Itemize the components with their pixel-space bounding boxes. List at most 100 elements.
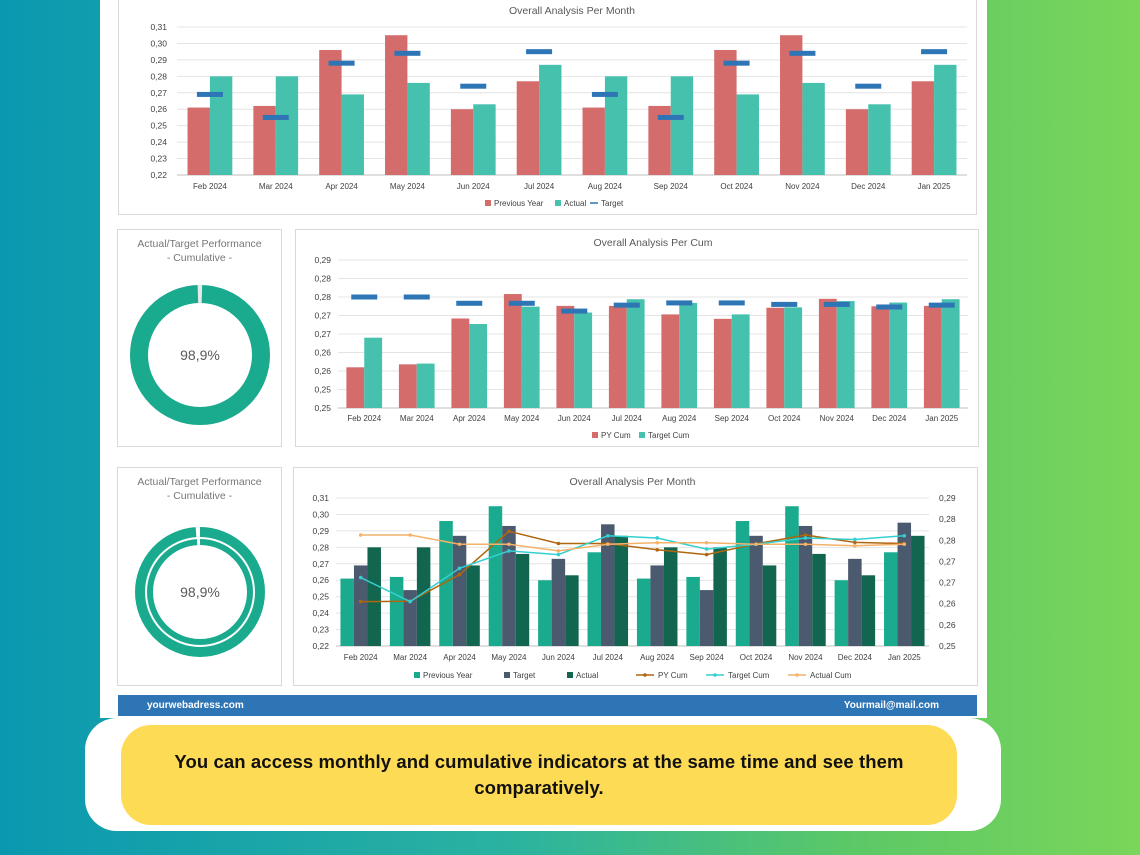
x-tick-label: Aug 2024 [662, 414, 697, 423]
x-tick-label: Apr 2024 [443, 653, 476, 662]
x-tick-label: Mar 2024 [259, 182, 293, 191]
bar-previous-year [884, 552, 898, 646]
py-cum-point [655, 548, 660, 552]
target-marker [351, 294, 378, 300]
y2-tick-label: 0,26 [939, 620, 956, 630]
bar-previous-year [488, 506, 503, 646]
gauge-title-2: Actual/Target Performance - Cumulative - [118, 475, 281, 503]
legend-label-actual-cum: Actual Cum [810, 671, 852, 680]
donut-outer-ring [135, 527, 265, 657]
actual-cum-point [803, 542, 808, 547]
target-marker [591, 91, 618, 97]
combined-analysis-chart: Overall Analysis Per Month 0,22 0,23 0,24 0,… [312, 476, 956, 680]
footer-bar: yourwebadress.com Yourmail@mail.com [118, 695, 977, 716]
legend-swatch-py-cum [592, 432, 598, 438]
bar-target-cum [679, 302, 698, 408]
y-tick-label: 0,30 [150, 38, 167, 48]
x-tick-label: Nov 2024 [820, 414, 855, 423]
y-tick-label: 0,23 [150, 154, 167, 164]
x-tick-label: Jul 2024 [612, 414, 643, 423]
gauge-value: 98,9% [180, 584, 220, 600]
bar-actual [762, 565, 777, 646]
chart-title: Overall Analysis Per Month [569, 476, 695, 488]
bar-target [749, 535, 763, 646]
y2-tick-label: 0,27 [939, 556, 956, 566]
bar-target-cum [364, 337, 383, 408]
y-tick-label: 0,26 [312, 575, 329, 585]
bar-previous-year [516, 81, 540, 175]
y-tick-label: 0,22 [312, 641, 329, 651]
bar-actual [663, 547, 678, 646]
bar-target [551, 558, 566, 646]
x-tick-label: Aug 2024 [640, 653, 675, 662]
bar-actual [934, 64, 957, 175]
bar-previous-year [389, 576, 404, 646]
y-tick-label: 0,27 [314, 329, 331, 339]
bar-actual [539, 64, 562, 175]
y-tick-label: 0,25 [314, 385, 331, 395]
x-tick-label: Dec 2024 [851, 182, 886, 191]
x-tick-label: Jan 2025 [925, 414, 958, 423]
x-tick-label: Jun 2024 [457, 182, 490, 191]
target-marker [526, 49, 553, 55]
bar-previous-year [385, 35, 408, 175]
target-cum-line [360, 534, 905, 603]
bar-target-cum [469, 324, 488, 408]
legend-label-actual: Actual [564, 199, 586, 208]
legend-marker-py-cum [643, 673, 647, 677]
bar-target-cum [626, 299, 645, 408]
y2-tick-label: 0,28 [939, 514, 956, 524]
bar-py-cum [661, 314, 680, 408]
target-marker [855, 83, 882, 89]
bar-previous-year [587, 552, 602, 646]
footer-website-link[interactable]: yourwebadress.com [147, 700, 244, 711]
legend-label-actual: Actual [576, 671, 598, 680]
legend-label-previous-year: Previous Year [494, 199, 544, 208]
monthly-chart-panel: Overall Analysis Per Month 0,22 0,23 0,24 0,… [118, 0, 977, 215]
cumulative-analysis-chart: Overall Analysis Per Cum 0,25 0,25 0,26 0,26… [314, 237, 968, 440]
x-tick-label: Apr 2024 [453, 414, 486, 423]
bar-actual [604, 76, 628, 175]
bar-py-cum [713, 318, 732, 408]
bar-previous-year [911, 81, 935, 175]
legend-label-target-cum: Target Cum [648, 431, 690, 440]
x-tick-label: Jan 2025 [888, 653, 921, 662]
y2-tick-label: 0,29 [939, 493, 956, 503]
bar-py-cum [608, 305, 627, 408]
bar-previous-year [187, 107, 210, 175]
x-tick-label: Apr 2024 [325, 182, 358, 191]
bar-target [502, 525, 516, 646]
y2-tick-label: 0,27 [939, 578, 956, 588]
bar-actual [713, 547, 727, 646]
bar-previous-year [735, 521, 750, 646]
legend-label-py-cum: PY Cum [658, 671, 688, 680]
y-tick-label: 0,24 [312, 608, 329, 618]
bar-target-cum [889, 302, 908, 408]
callout-text: You can access monthly and cumulative in… [174, 751, 904, 798]
footer-email-link[interactable]: Yourmail@mail.com [843, 700, 939, 711]
actual-cum-point [704, 540, 709, 545]
actual-cum-point [358, 533, 363, 537]
py-cum-point [704, 552, 709, 557]
bar-previous-year [636, 578, 651, 646]
x-tick-label: May 2024 [504, 414, 540, 423]
callout-box: You can access monthly and cumulative in… [121, 725, 957, 825]
legend-swatch-target [504, 672, 510, 678]
x-tick-label: Nov 2024 [788, 653, 823, 662]
bar-target [848, 558, 862, 646]
target-cum-point [605, 533, 610, 538]
y-tick-label: 0,31 [312, 493, 329, 503]
y2-tick-label: 0,25 [939, 641, 956, 651]
bar-py-cum [451, 318, 470, 408]
x-tick-label: Feb 2024 [193, 182, 227, 191]
donut-inner-ring [147, 539, 253, 645]
target-marker [262, 114, 289, 120]
y-tick-label: 0,26 [314, 366, 331, 376]
legend-marker-target-cum [713, 673, 717, 677]
x-tick-label: Mar 2024 [393, 653, 427, 662]
y-tick-label: 0,22 [150, 170, 167, 180]
bar-target [650, 565, 664, 646]
target-cum-point [803, 536, 808, 540]
bar-previous-year [582, 107, 605, 175]
performance-donut-1: 98,9% [130, 285, 270, 425]
